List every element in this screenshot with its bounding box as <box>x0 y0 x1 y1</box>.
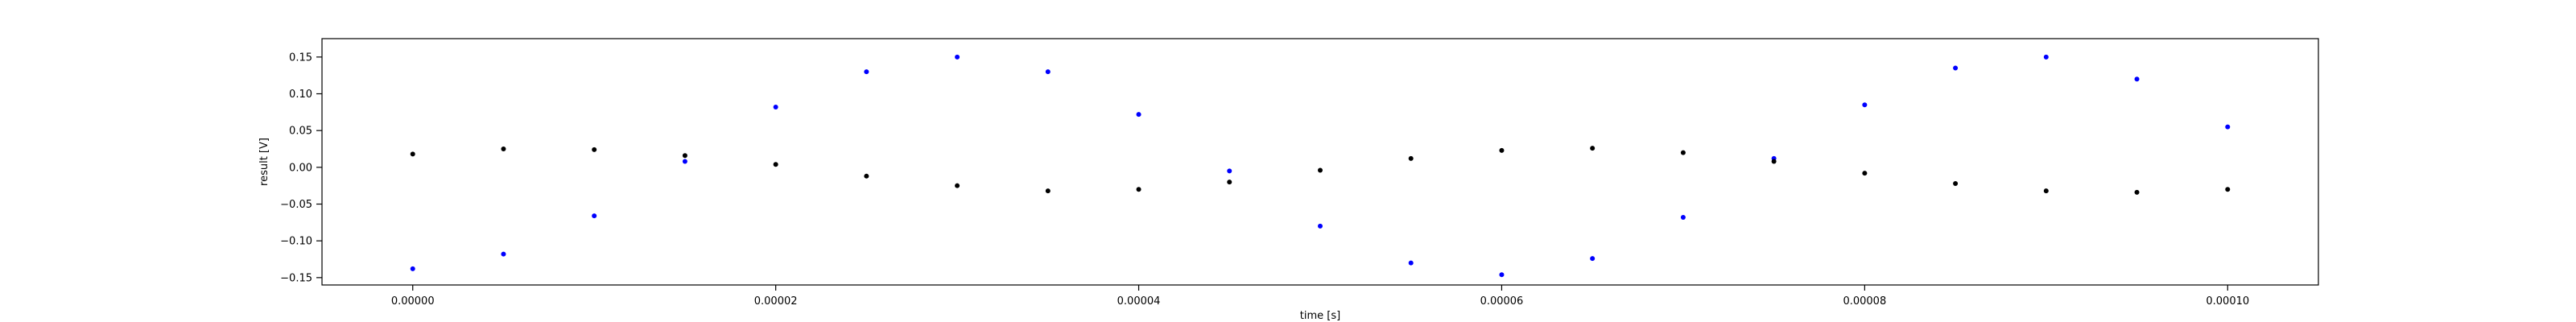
y-tick-label: −0.10 <box>280 236 312 248</box>
data-point <box>410 151 415 157</box>
y-tick-label: 0.00 <box>289 162 312 174</box>
y-tick-label: 0.10 <box>289 89 312 101</box>
data-point <box>2134 189 2140 195</box>
y-axis: −0.15 −0.10 −0.05 0.00 0.05 0.10 0.15 <box>280 52 322 284</box>
y-tick-label: −0.15 <box>280 272 312 284</box>
data-point <box>592 213 597 219</box>
x-tick-label: 0.00010 <box>2206 295 2249 308</box>
data-point <box>1499 272 1505 278</box>
data-point <box>682 159 687 164</box>
data-point <box>1590 256 1596 262</box>
data-point <box>1590 146 1596 151</box>
data-point <box>1045 69 1051 75</box>
data-point <box>773 162 778 167</box>
x-axis: 0.00000 0.00002 0.00004 0.00006 0.00008 0.000… <box>391 285 2249 308</box>
data-point <box>1408 155 1414 161</box>
x-tick-label: 0.00000 <box>391 295 435 308</box>
x-tick-label: 0.00002 <box>754 295 798 308</box>
data-point <box>2043 188 2049 194</box>
y-tick-label: 0.15 <box>289 52 312 64</box>
plot-frame <box>321 38 2319 286</box>
data-point <box>1953 180 1959 186</box>
series-layer <box>410 54 2231 278</box>
x-tick-label: 0.00008 <box>1843 295 1886 308</box>
data-point <box>2225 187 2231 192</box>
data-point <box>864 173 869 179</box>
data-point <box>1771 159 1777 164</box>
x-axis-label: time [s] <box>1300 310 1340 322</box>
data-point <box>1862 171 1868 176</box>
data-point <box>1680 150 1686 155</box>
data-point <box>1227 168 1232 174</box>
data-point <box>682 153 687 159</box>
data-point <box>1045 188 1051 194</box>
data-point <box>1953 65 1959 71</box>
data-point <box>2134 76 2140 82</box>
data-point <box>1499 147 1505 153</box>
series-1 <box>410 146 2231 195</box>
data-point <box>773 104 778 109</box>
data-point <box>955 183 960 188</box>
data-point <box>1227 180 1232 185</box>
data-point <box>1318 167 1323 173</box>
data-point <box>1136 187 1141 192</box>
y-tick-label: 0.05 <box>289 126 312 138</box>
x-tick-label: 0.00006 <box>1480 295 1524 308</box>
data-point <box>955 54 960 60</box>
data-point <box>410 266 415 271</box>
series-0 <box>410 54 2231 278</box>
data-point <box>1680 214 1686 220</box>
data-point <box>1318 223 1323 229</box>
data-point <box>592 147 597 152</box>
data-point <box>1862 102 1868 108</box>
y-axis-label: result [V] <box>258 138 270 186</box>
data-point <box>864 69 869 75</box>
data-point <box>2225 124 2231 130</box>
data-point <box>501 251 506 257</box>
data-point <box>2043 54 2049 60</box>
x-tick-label: 0.00004 <box>1117 295 1161 308</box>
data-point <box>1136 112 1141 118</box>
y-tick-label: −0.05 <box>280 199 312 211</box>
data-point <box>501 147 506 152</box>
data-point <box>1408 260 1414 266</box>
